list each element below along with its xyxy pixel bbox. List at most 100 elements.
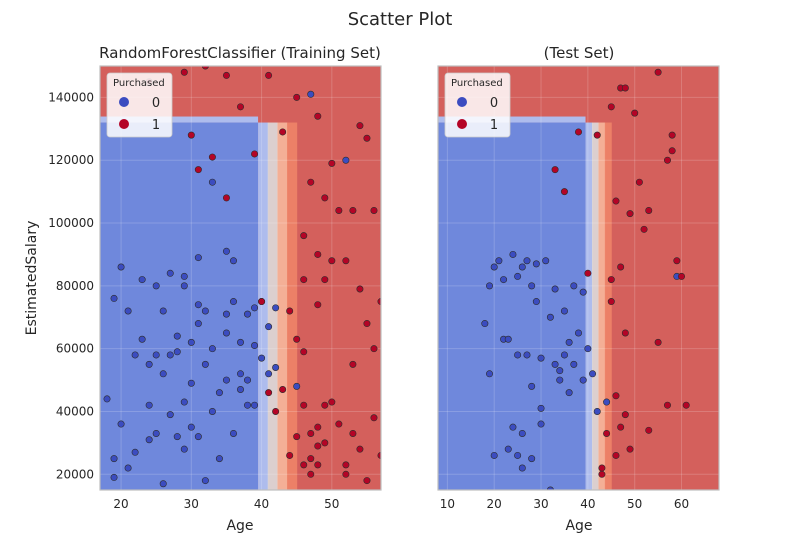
point-class-1: [349, 360, 357, 368]
point-class-1: [208, 153, 216, 161]
point-class-1: [363, 134, 371, 142]
point-class-1: [293, 433, 301, 441]
point-class-1: [617, 263, 625, 271]
point-class-0: [152, 351, 160, 359]
point-class-1: [222, 194, 230, 202]
point-class-1: [682, 401, 690, 409]
point-class-1: [314, 442, 322, 450]
x-tick-label: 20: [113, 497, 128, 511]
point-class-0: [145, 360, 153, 368]
data-points: [103, 66, 381, 488]
point-class-0: [579, 288, 587, 296]
point-class-0: [570, 282, 578, 290]
point-class-1: [272, 407, 280, 415]
left-panel-title: RandomForestClassifier (Training Set): [99, 44, 381, 62]
point-class-1: [279, 385, 287, 393]
point-class-1: [621, 411, 629, 419]
point-class-0: [173, 332, 181, 340]
transition-band: [277, 122, 288, 490]
point-class-0: [229, 429, 237, 437]
x-tick-label: 10: [440, 497, 455, 511]
point-class-1: [222, 71, 230, 79]
x-tick-label: 50: [627, 497, 642, 511]
legend-marker-0: [457, 97, 467, 107]
point-class-1: [314, 112, 322, 120]
point-class-1: [286, 307, 294, 315]
point-class-0: [265, 323, 273, 331]
point-class-1: [593, 131, 601, 139]
point-class-1: [300, 232, 308, 240]
point-class-1: [265, 389, 273, 397]
point-class-0: [490, 451, 498, 459]
point-class-1: [363, 320, 371, 328]
point-class-0: [229, 298, 237, 306]
point-class-1: [314, 250, 322, 258]
point-class-0: [237, 338, 245, 346]
point-class-1: [668, 147, 676, 155]
point-class-0: [173, 433, 181, 441]
figure-suptitle: Scatter Plot: [348, 9, 453, 30]
point-class-0: [542, 257, 550, 265]
point-class-1: [349, 206, 357, 214]
point-class-1: [349, 429, 357, 437]
point-class-1: [551, 166, 559, 174]
point-class-1: [321, 194, 329, 202]
point-class-0: [229, 257, 237, 265]
y-tick-label: 100000: [48, 216, 94, 230]
point-class-1: [314, 423, 322, 431]
y-tick-label: 60000: [56, 342, 94, 356]
x-tick-label: 30: [533, 497, 548, 511]
point-class-0: [208, 407, 216, 415]
point-class-0: [593, 407, 601, 415]
point-class-0: [258, 354, 266, 362]
point-class-0: [124, 464, 132, 472]
point-class-0: [565, 338, 573, 346]
point-class-1: [635, 178, 643, 186]
point-class-1: [598, 464, 606, 472]
point-class-1: [603, 429, 611, 437]
point-class-0: [532, 298, 540, 306]
x-tick-label: 50: [324, 497, 339, 511]
point-class-0: [208, 178, 216, 186]
point-class-0: [145, 401, 153, 409]
point-class-1: [574, 128, 582, 136]
point-class-0: [131, 448, 139, 456]
point-class-0: [528, 282, 536, 290]
point-class-0: [509, 423, 517, 431]
point-class-0: [486, 282, 494, 290]
plot-frame: [99, 65, 382, 491]
point-class-1: [251, 150, 259, 158]
y-tick-label: 140000: [48, 90, 94, 104]
training-set-panel: 20 30 40 50 20000 40000 60000 80000 100000 120000…: [48, 65, 382, 511]
point-class-0: [215, 455, 223, 463]
point-class-0: [159, 307, 167, 315]
x-tick-label: 20: [487, 497, 502, 511]
point-class-0: [103, 395, 111, 403]
point-class-0: [180, 272, 188, 280]
point-class-0: [579, 376, 587, 384]
point-class-1: [279, 128, 287, 136]
point-class-0: [237, 385, 245, 393]
point-class-1: [363, 477, 371, 485]
point-class-0: [138, 276, 146, 284]
point-class-1: [370, 345, 378, 353]
transition-band: [598, 122, 606, 490]
point-class-0: [251, 304, 259, 312]
point-class-1: [668, 131, 676, 139]
point-class-1: [342, 257, 350, 265]
point-class-0: [307, 90, 315, 98]
point-class-0: [152, 282, 160, 290]
point-class-1: [342, 470, 350, 478]
point-class-1: [663, 156, 671, 164]
point-class-1: [645, 426, 653, 434]
point-class-0: [528, 382, 536, 390]
legend: Purchased 0 1: [444, 72, 511, 138]
point-class-0: [560, 307, 568, 315]
point-class-1: [307, 178, 315, 186]
transition-band: [258, 122, 269, 490]
x-tick-label: 40: [580, 497, 595, 511]
point-class-1: [645, 206, 653, 214]
point-class-1: [663, 401, 671, 409]
right-x-axis-label: Age: [565, 518, 592, 534]
